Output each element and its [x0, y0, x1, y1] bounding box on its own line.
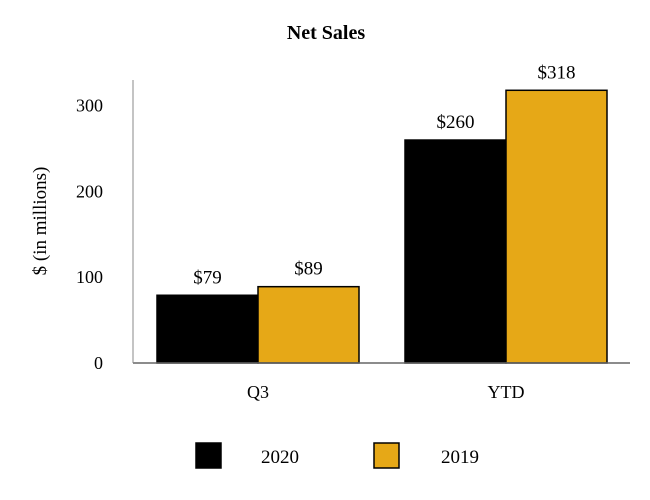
y-tick-label-100: 100 — [76, 267, 103, 287]
legend-swatch-2019 — [373, 442, 400, 469]
legend-label-2019: 2019 — [441, 447, 479, 468]
bars — [156, 89, 608, 364]
x-axis-category-labels: Q3 YTD — [247, 382, 525, 402]
value-label-2020-q3: $79 — [193, 267, 222, 288]
value-labels: $79 $89 $260 $318 — [193, 62, 575, 288]
legend: 2020 2019 — [195, 442, 479, 469]
y-tick-label-300: 300 — [76, 96, 103, 116]
bar-2019-q3 — [257, 285, 360, 364]
chart-title: Net Sales — [287, 22, 366, 44]
y-tick-label-0: 0 — [94, 353, 103, 373]
bar-2020-ytd — [404, 139, 507, 364]
bar-2019-ytd — [505, 89, 608, 364]
y-axis-label: $ (in millions) — [30, 167, 51, 276]
y-tick-label-200: 200 — [76, 181, 103, 201]
value-label-2020-ytd: $260 — [437, 112, 475, 133]
legend-label-2020: 2020 — [261, 447, 299, 468]
y-axis-ticks: 0 100 200 300 — [76, 96, 103, 373]
value-label-2019-q3: $89 — [294, 259, 323, 280]
legend-swatch-2020 — [195, 442, 222, 469]
x-category-label-ytd: YTD — [488, 382, 525, 402]
value-label-2019-ytd: $318 — [538, 62, 576, 83]
bar-2020-q3 — [156, 294, 259, 364]
x-category-label-q3: Q3 — [247, 382, 269, 402]
